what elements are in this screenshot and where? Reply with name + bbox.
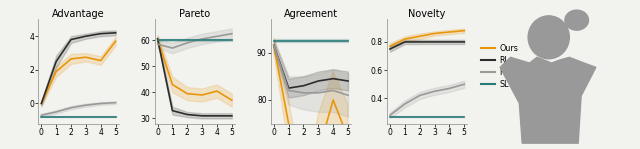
Legend: Ours, RL, RL+SL, SL: Ours, RL, RL+SL, SL xyxy=(477,41,529,92)
Polygon shape xyxy=(500,57,596,143)
Title: Pareto: Pareto xyxy=(179,9,211,19)
Title: Advantage: Advantage xyxy=(52,9,105,19)
Title: Agreement: Agreement xyxy=(284,9,338,19)
Title: Novelty: Novelty xyxy=(408,9,446,19)
Ellipse shape xyxy=(528,16,570,59)
Ellipse shape xyxy=(565,10,588,30)
